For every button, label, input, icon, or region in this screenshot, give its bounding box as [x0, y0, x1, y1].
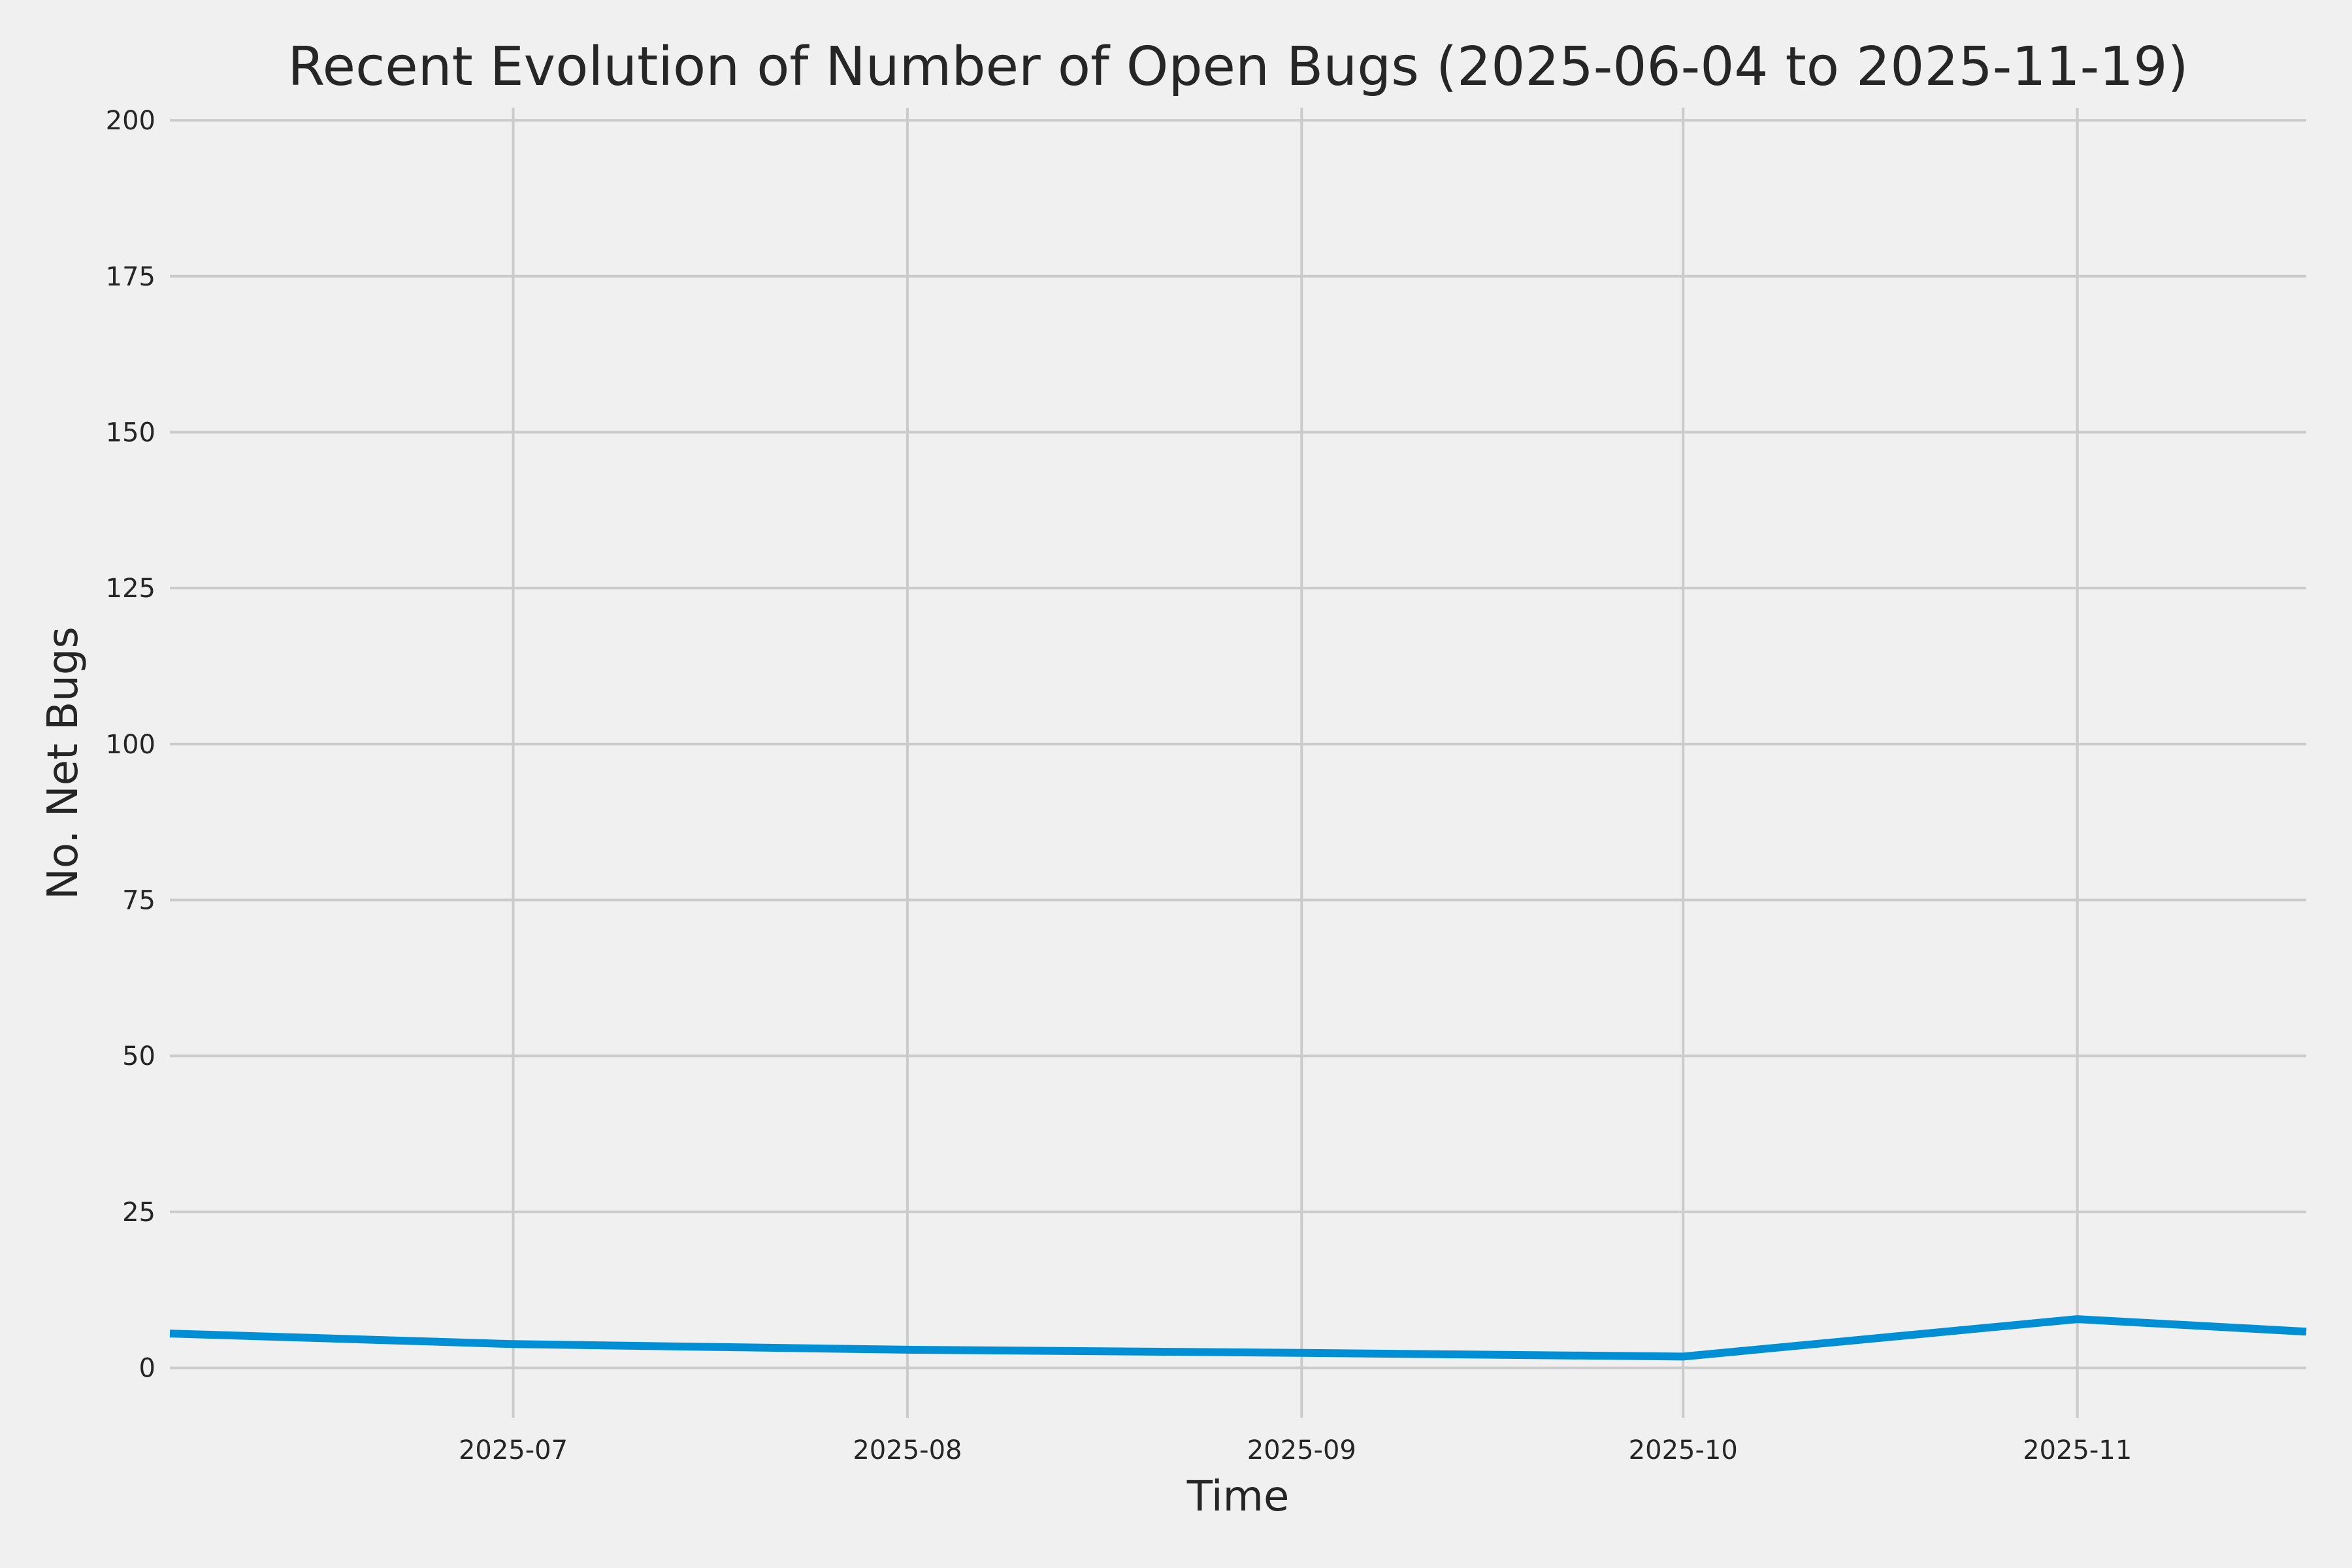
x-tick-label: 2025-11: [2023, 1435, 2132, 1465]
y-tick-label: 200: [106, 106, 155, 136]
x-tick-label: 2025-10: [1629, 1435, 1738, 1465]
y-tick-label: 150: [106, 417, 155, 448]
x-tick-label: 2025-09: [1247, 1435, 1356, 1465]
y-tick-label: 100: [106, 730, 155, 760]
chart-title: Recent Evolution of Number of Open Bugs …: [287, 36, 2188, 98]
x-axis-label: Time: [1186, 1473, 1290, 1521]
y-tick-label: 25: [122, 1198, 155, 1228]
y-tick-label: 125: [106, 574, 155, 604]
y-tick-label: 75: [122, 886, 155, 916]
y-axis-label: No. Net Bugs: [39, 627, 88, 900]
series-layer: [169, 1315, 2307, 1361]
grid-layer: [170, 108, 2306, 1418]
y-tick-label: 50: [122, 1041, 155, 1071]
x-tick-label: 2025-07: [459, 1435, 568, 1465]
x-tick-label: 2025-08: [853, 1435, 962, 1465]
y-tick-label: 175: [106, 262, 155, 292]
y-tick-label: 0: [139, 1354, 155, 1384]
tick-label-layer: 0 25 50 75 100 125 150 175 200 2025-07 2025-08 2025…: [106, 106, 2132, 1465]
